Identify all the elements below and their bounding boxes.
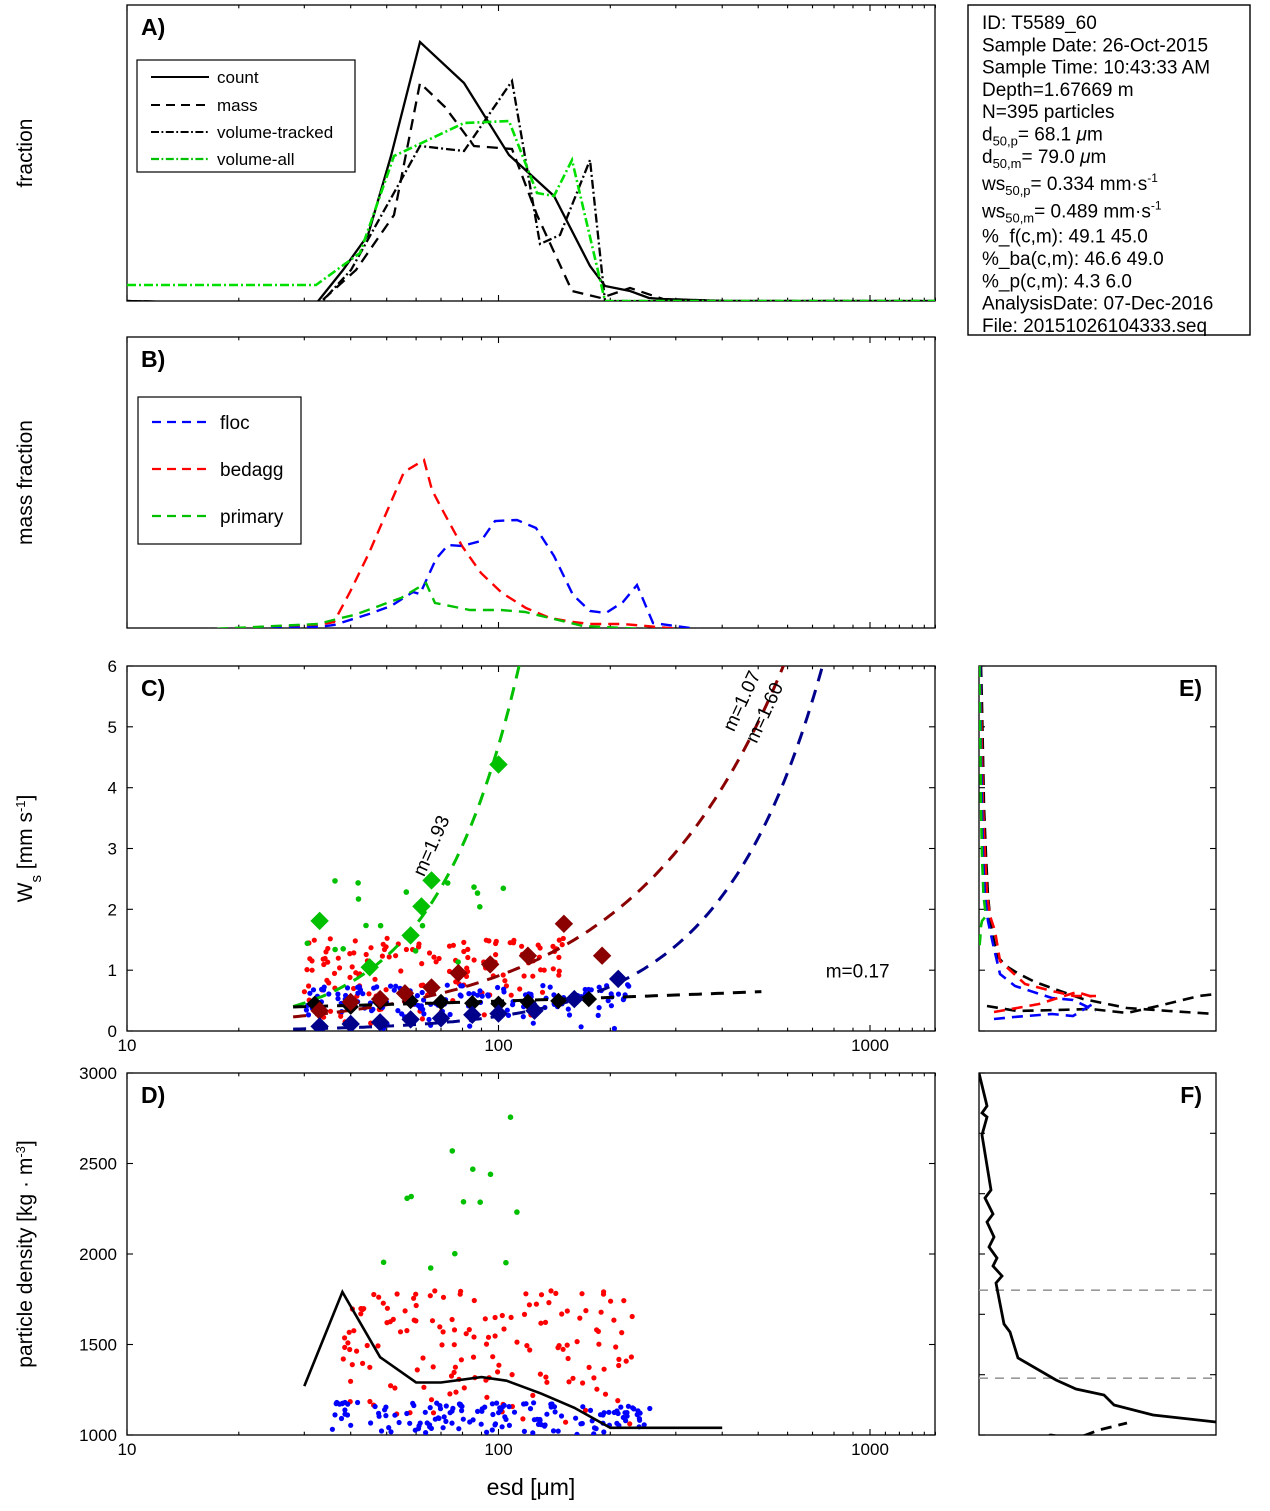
svg-text:esd [μm]: esd [μm] xyxy=(487,1474,576,1500)
svg-text:%_ba(c,m): 46.6 49.0: %_ba(c,m): 46.6 49.0 xyxy=(982,249,1164,270)
svg-text:AnalysisDate: 07-Dec-2016: AnalysisDate: 07-Dec-2016 xyxy=(982,294,1213,315)
svg-text:primary: primary xyxy=(220,507,284,528)
svg-text:100: 100 xyxy=(484,1440,512,1459)
svg-text:1000: 1000 xyxy=(851,1440,889,1459)
svg-text:5: 5 xyxy=(108,718,117,737)
svg-text:10: 10 xyxy=(118,1036,137,1055)
svg-text:1000: 1000 xyxy=(851,1036,889,1055)
svg-text:floc: floc xyxy=(220,413,250,434)
svg-text:4: 4 xyxy=(108,779,117,798)
svg-text:mass fraction: mass fraction xyxy=(14,420,37,545)
svg-text:particle density [kg · m-3]: particle density [kg · m-3] xyxy=(13,1140,38,1367)
svg-text:100: 100 xyxy=(484,1036,512,1055)
svg-text:m=0.17: m=0.17 xyxy=(826,962,890,983)
svg-text:6: 6 xyxy=(108,657,117,676)
svg-text:mass: mass xyxy=(217,96,258,115)
svg-text:%_f(c,m): 49.1 45.0: %_f(c,m): 49.1 45.0 xyxy=(982,227,1148,248)
svg-text:bedagg: bedagg xyxy=(220,460,283,481)
svg-text:File: 20151026104333.seq: File: 20151026104333.seq xyxy=(982,316,1207,337)
svg-text:0: 0 xyxy=(108,1022,117,1041)
svg-text:3: 3 xyxy=(108,840,117,859)
svg-text:F): F) xyxy=(1180,1082,1202,1108)
svg-text:A): A) xyxy=(141,14,165,40)
svg-text:10: 10 xyxy=(118,1440,137,1459)
svg-text:Depth=1.67669 m: Depth=1.67669 m xyxy=(982,80,1134,101)
svg-text:N=395 particles: N=395 particles xyxy=(982,102,1115,123)
svg-text:2500: 2500 xyxy=(79,1155,117,1174)
svg-text:Sample Date: 26-Oct-2015: Sample Date: 26-Oct-2015 xyxy=(982,35,1208,56)
svg-text:3000: 3000 xyxy=(79,1064,117,1083)
svg-text:C): C) xyxy=(141,675,165,701)
svg-text:Sample Time: 10:43:33 AM: Sample Time: 10:43:33 AM xyxy=(982,58,1210,79)
svg-text:2: 2 xyxy=(108,900,117,919)
svg-text:1: 1 xyxy=(108,961,117,980)
svg-text:B): B) xyxy=(141,346,165,372)
svg-text:2000: 2000 xyxy=(79,1245,117,1264)
svg-text:fraction: fraction xyxy=(14,119,37,188)
svg-text:1500: 1500 xyxy=(79,1336,117,1355)
svg-text:ID: T5589_60: ID: T5589_60 xyxy=(982,13,1097,34)
svg-text:E): E) xyxy=(1179,675,1202,701)
svg-text:volume-all: volume-all xyxy=(217,150,294,169)
svg-text:1000: 1000 xyxy=(79,1426,117,1445)
svg-text:%_p(c,m): 4.3 6.0: %_p(c,m): 4.3 6.0 xyxy=(982,271,1132,292)
svg-text:D): D) xyxy=(141,1082,165,1108)
svg-text:volume-tracked: volume-tracked xyxy=(217,123,333,142)
svg-text:count: count xyxy=(217,68,259,87)
